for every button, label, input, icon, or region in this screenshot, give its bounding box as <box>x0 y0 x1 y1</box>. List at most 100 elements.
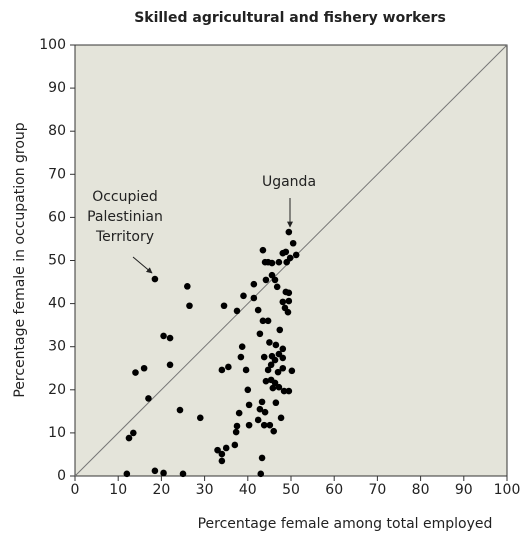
point <box>269 384 277 392</box>
chart-title: Skilled agricultural and fishery workers <box>134 10 446 26</box>
point <box>279 354 287 362</box>
x-tick-label: 50 <box>282 482 300 498</box>
annotation: Occupied <box>92 189 158 205</box>
point <box>233 422 241 430</box>
y-tick-label: 60 <box>48 209 66 225</box>
point <box>160 469 167 477</box>
point <box>264 317 272 325</box>
x-axis-label: Percentage female among total employed <box>198 516 493 532</box>
point <box>279 364 287 372</box>
point <box>245 401 253 409</box>
annotation-arrow <box>132 256 153 274</box>
point <box>242 366 250 374</box>
point <box>145 395 152 402</box>
point <box>232 428 240 436</box>
point <box>275 258 283 266</box>
point <box>233 307 241 315</box>
point <box>286 254 294 262</box>
point <box>259 317 267 325</box>
point <box>257 470 265 478</box>
point <box>132 369 139 376</box>
point <box>214 446 221 454</box>
point <box>231 441 239 449</box>
point <box>140 364 148 372</box>
point <box>285 228 293 236</box>
point <box>186 302 193 310</box>
point <box>222 444 230 452</box>
point <box>285 387 293 395</box>
point <box>276 326 284 334</box>
point <box>151 467 159 475</box>
point <box>151 275 159 283</box>
point <box>218 450 226 458</box>
point <box>262 276 270 284</box>
point <box>266 421 274 429</box>
point <box>225 363 232 371</box>
point <box>284 308 292 316</box>
point <box>218 457 226 465</box>
y-tick-label: 0 <box>57 468 66 484</box>
point <box>160 332 167 340</box>
annotation: Territory <box>95 229 154 245</box>
point <box>273 283 281 291</box>
point <box>274 368 282 376</box>
point <box>277 414 285 422</box>
x-tick-label: 20 <box>152 482 170 498</box>
x-tick-label: 90 <box>455 482 473 498</box>
y-tick-label: 100 <box>39 37 66 53</box>
point <box>271 356 279 364</box>
point <box>123 470 131 478</box>
point <box>184 283 191 290</box>
point <box>125 434 133 442</box>
point <box>268 271 276 279</box>
x-tick-label: 80 <box>412 482 430 498</box>
point <box>196 414 204 422</box>
point <box>280 387 288 395</box>
point <box>258 454 266 462</box>
y-tick-label: 40 <box>48 296 66 312</box>
x-tick-label: 0 <box>71 482 80 498</box>
point <box>250 294 258 302</box>
y-tick-label: 10 <box>48 425 66 441</box>
x-tick-label: 70 <box>368 482 386 498</box>
point <box>288 367 296 375</box>
point <box>260 421 268 429</box>
point <box>259 246 267 254</box>
y-tick-label: 30 <box>48 339 66 355</box>
point <box>279 298 287 306</box>
point <box>256 405 264 413</box>
point <box>262 377 270 385</box>
point <box>166 361 174 369</box>
point <box>275 383 283 391</box>
y-tick-label: 70 <box>48 166 66 182</box>
x-tick-label: 10 <box>109 482 127 498</box>
point <box>250 280 258 288</box>
point <box>271 379 279 387</box>
point <box>279 345 287 353</box>
y-tick-label: 20 <box>48 382 66 398</box>
point <box>268 259 276 267</box>
point <box>235 409 243 417</box>
x-tick-label: 60 <box>325 482 343 498</box>
point <box>130 429 137 437</box>
point <box>267 361 275 369</box>
x-tick-label: 40 <box>239 482 257 498</box>
point <box>238 343 246 351</box>
point <box>256 330 264 338</box>
y-tick-label: 50 <box>48 253 66 269</box>
point <box>285 297 293 305</box>
y-tick-label: 80 <box>48 123 66 139</box>
point <box>258 398 266 406</box>
y-tick-label: 90 <box>48 80 66 96</box>
point <box>218 366 226 374</box>
point <box>272 341 280 349</box>
point <box>220 302 228 310</box>
point <box>244 386 252 394</box>
point <box>289 239 297 247</box>
point <box>254 306 262 314</box>
point <box>261 408 269 416</box>
point <box>285 289 293 297</box>
point <box>245 421 253 429</box>
